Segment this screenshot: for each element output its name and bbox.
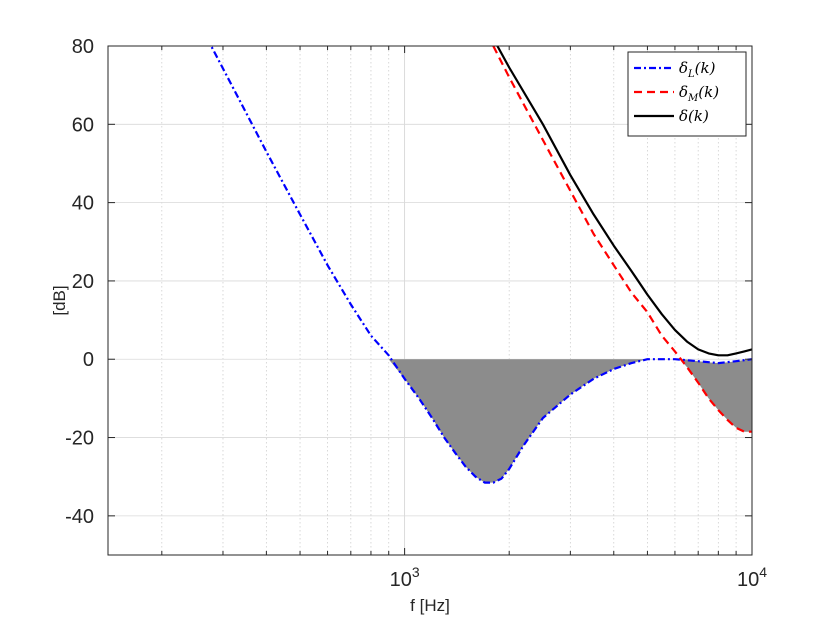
legend-label: δL(k) (679, 59, 716, 80)
x-tick-label: 104 (737, 564, 767, 591)
series-lines (209, 46, 752, 484)
y-axis-label: [dB] (50, 285, 69, 315)
y-tick-label: -20 (65, 428, 94, 450)
y-tick-label: 80 (72, 36, 94, 58)
legend-label: δ(k) (679, 107, 709, 125)
shaded-area (388, 359, 752, 483)
y-tick-label: 40 (72, 193, 94, 215)
series-delta-l-line (209, 46, 752, 484)
y-tick-label: 0 (83, 349, 94, 371)
legend: δL(k) δM(k) δ(k) (627, 51, 747, 137)
y-tick-label: 20 (72, 271, 94, 293)
y-tick-label: 60 (72, 114, 94, 136)
x-tick-label: 103 (390, 564, 420, 591)
y-tick-label: -40 (65, 506, 94, 528)
series-delta-m-line (492, 46, 752, 433)
shaded-region-2 (679, 359, 752, 432)
x-axis-label: f [Hz] (410, 596, 450, 615)
ticks (108, 45, 752, 555)
tick-labels: 80 60 40 20 0 -20 -40 103 104 (65, 36, 767, 591)
series-delta-line (496, 46, 752, 357)
shaded-region-1 (388, 359, 680, 483)
legend-box (627, 51, 747, 137)
axes-frame (107, 45, 753, 556)
legend-label: δM(k) (679, 83, 719, 104)
